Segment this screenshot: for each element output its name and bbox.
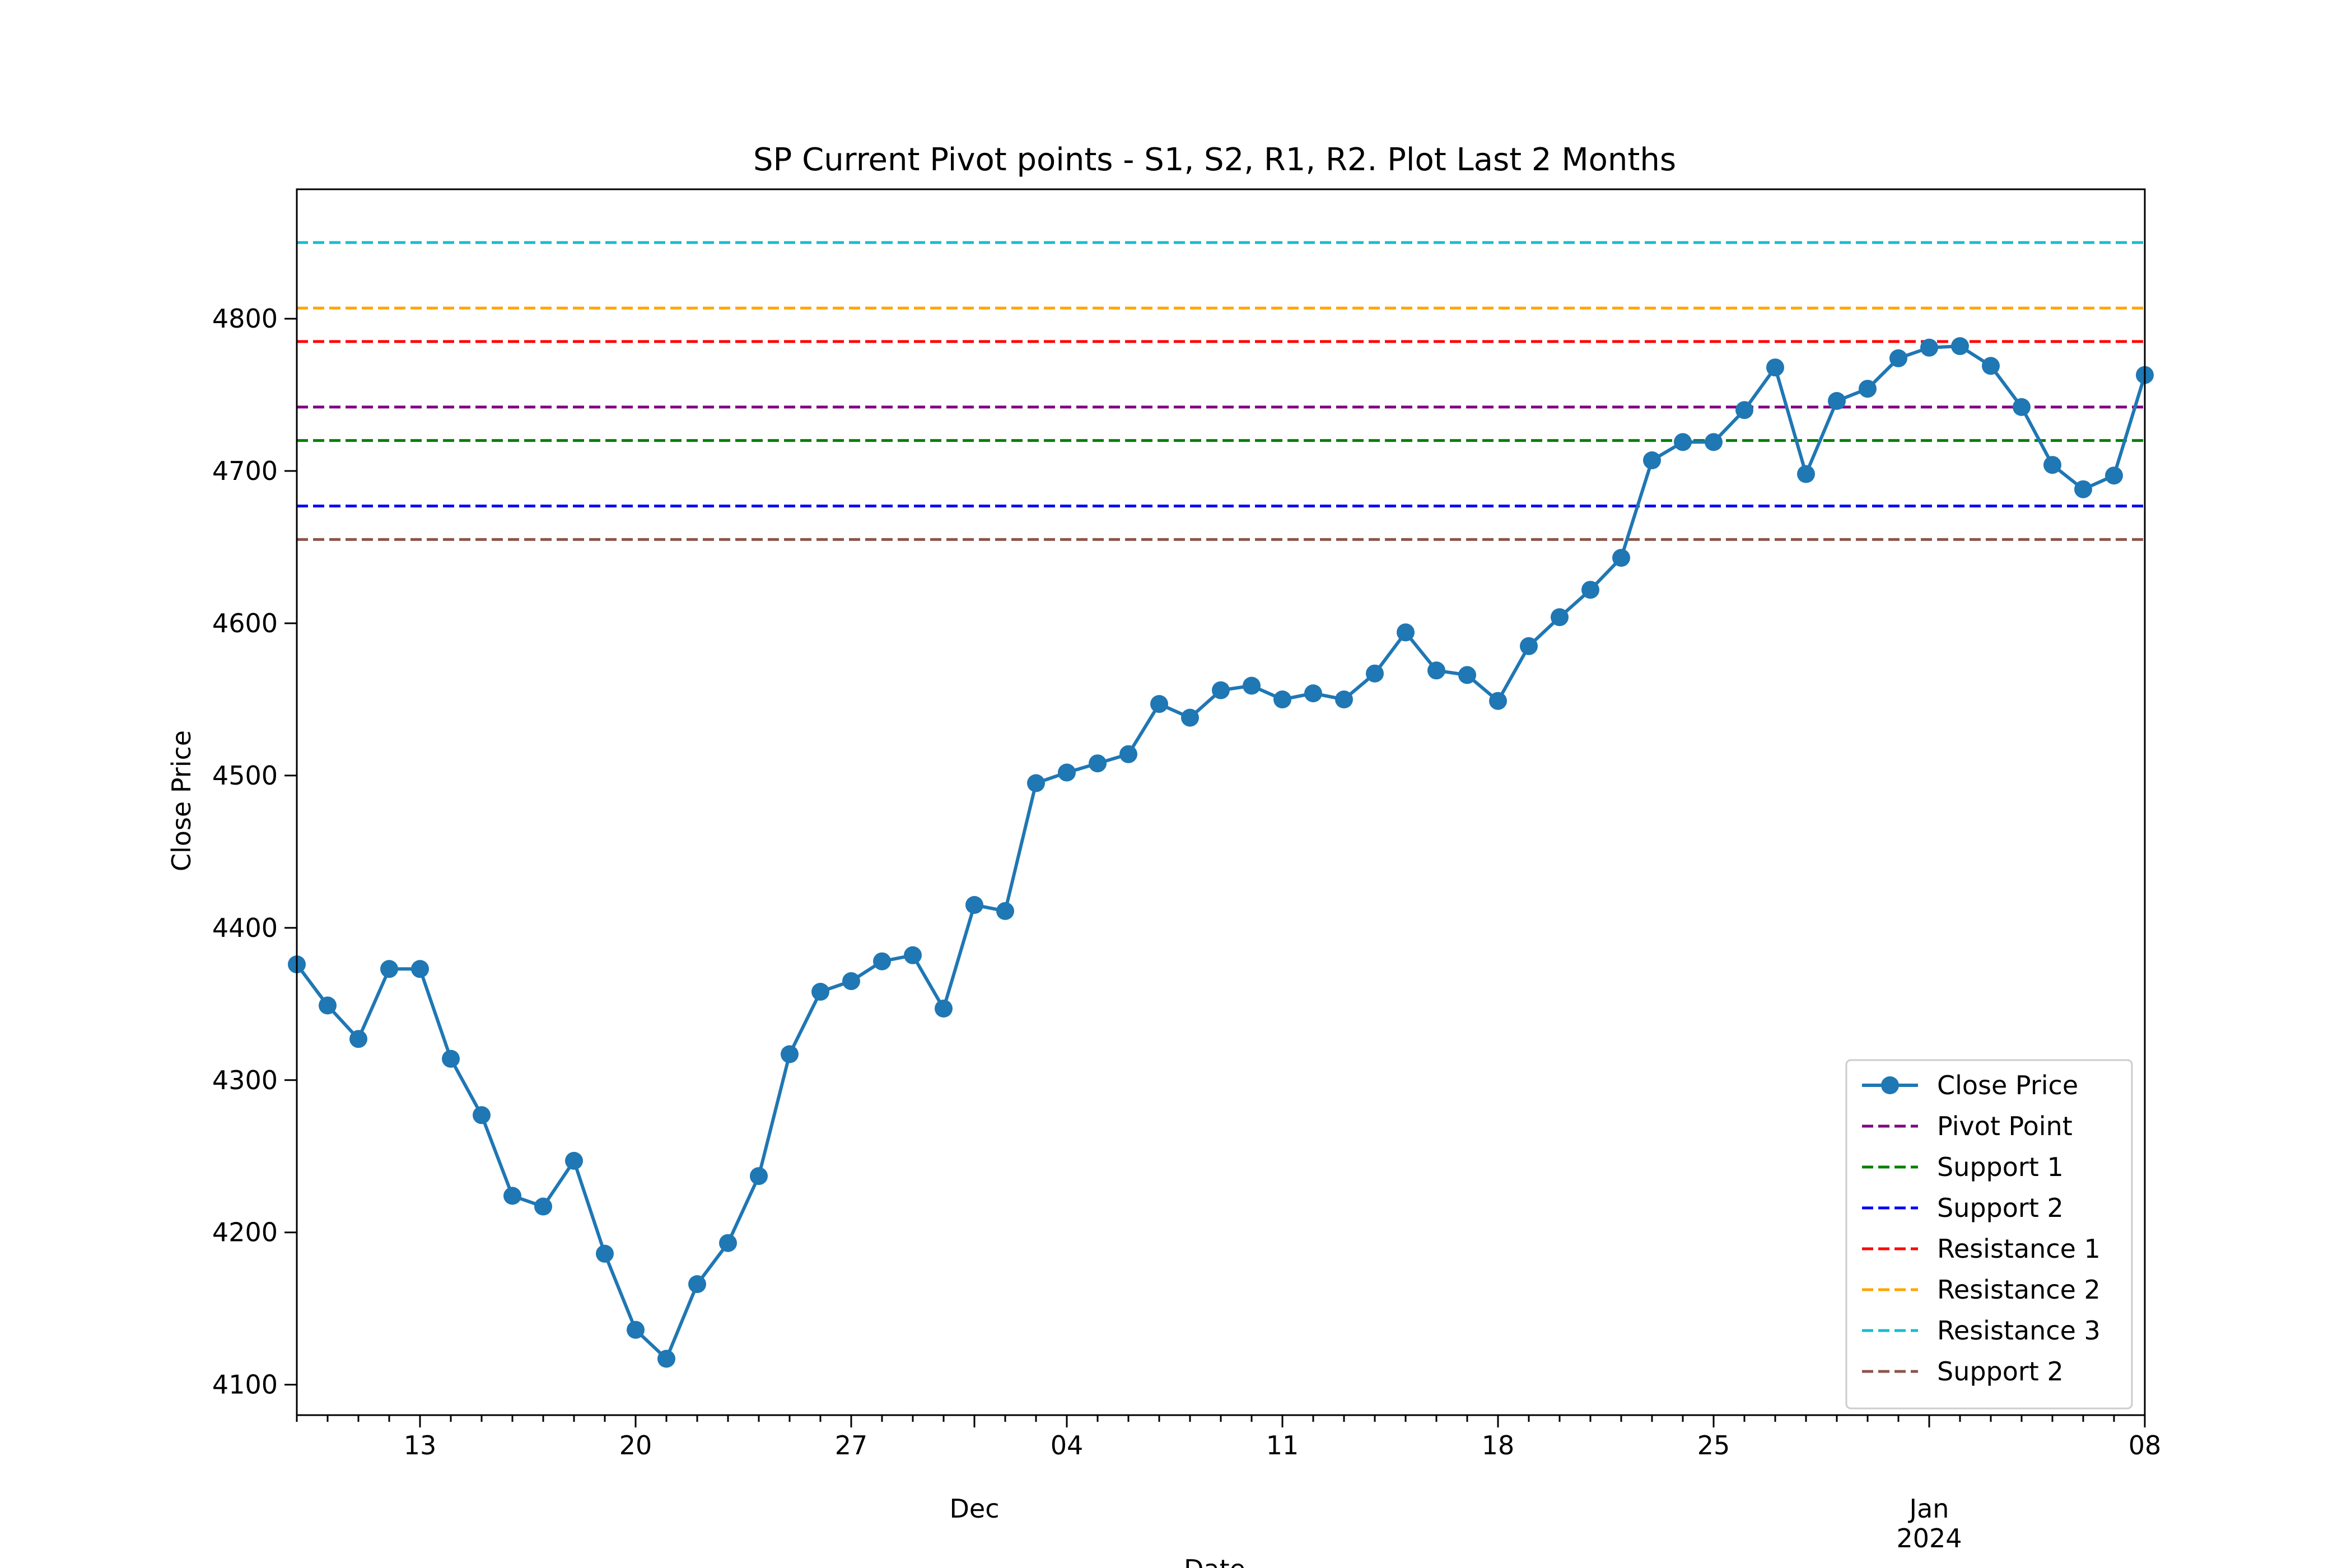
data-point — [1581, 581, 1599, 599]
data-point — [1489, 692, 1507, 710]
x-tick-label: 08 — [2129, 1430, 2162, 1460]
data-point — [904, 946, 922, 964]
y-tick-label: 4100 — [212, 1370, 278, 1400]
y-axis: 4100 4200 4300 4400 4500 4600 4700 4800 — [212, 304, 297, 1400]
data-point — [1119, 745, 1137, 763]
data-point — [1797, 465, 1815, 483]
data-point — [1705, 433, 1723, 451]
data-point — [1273, 690, 1291, 708]
legend-label: Support 2 — [1937, 1356, 2064, 1387]
series-layer — [288, 337, 2154, 1368]
data-point — [935, 1000, 953, 1018]
data-point — [657, 1350, 675, 1368]
legend-label: Resistance 3 — [1937, 1315, 2101, 1346]
data-point — [1458, 666, 1476, 684]
data-point — [1335, 690, 1353, 708]
x-month-label: Jan — [1908, 1494, 1949, 1524]
legend-label: Support 1 — [1937, 1152, 2064, 1182]
chart-title: SP Current Pivot points - S1, S2, R1, R2… — [753, 142, 1676, 178]
data-point — [1920, 338, 1938, 357]
legend-label: Pivot Point — [1937, 1111, 2073, 1141]
legend: Close Price Pivot Point Support 1 Support 2… — [1845, 1059, 2133, 1410]
data-point — [319, 996, 337, 1015]
data-point — [965, 896, 983, 914]
data-point — [1674, 433, 1692, 451]
y-tick-label: 4800 — [212, 304, 278, 334]
legend-box — [1845, 1059, 2133, 1410]
legend-swatch-marker — [1881, 1076, 1899, 1094]
data-point — [781, 1045, 799, 1063]
data-point — [719, 1234, 737, 1252]
data-point — [1366, 664, 1384, 683]
y-axis-label: Close Price — [166, 730, 197, 871]
data-point — [1889, 349, 1907, 367]
data-point — [1520, 637, 1538, 655]
x-tick-label: 18 — [1482, 1430, 1515, 1460]
data-point — [1243, 676, 1261, 695]
data-point — [1427, 661, 1445, 680]
x-year-label: 2024 — [1896, 1523, 1962, 1553]
legend-label: Close Price — [1937, 1070, 2078, 1100]
x-tick-label: 25 — [1697, 1430, 1730, 1460]
y-tick-label: 4700 — [212, 456, 278, 486]
data-point — [1612, 549, 1630, 567]
x-tick-label: 13 — [404, 1430, 437, 1460]
data-point — [1058, 763, 1076, 782]
data-point — [596, 1244, 614, 1263]
data-point — [2074, 480, 2092, 498]
data-point — [442, 1049, 460, 1068]
data-point — [534, 1197, 552, 1216]
y-tick-label: 4300 — [212, 1065, 278, 1095]
data-point — [1735, 401, 1753, 419]
legend-label: Resistance 1 — [1937, 1234, 2101, 1264]
data-point — [688, 1275, 706, 1294]
x-tick-label: 20 — [619, 1430, 652, 1460]
data-point — [2013, 398, 2031, 416]
data-point — [996, 902, 1014, 920]
data-point — [1643, 451, 1661, 469]
y-tick-label: 4500 — [212, 760, 278, 791]
data-point — [811, 983, 829, 1001]
x-tick-label: 11 — [1266, 1430, 1299, 1460]
data-point — [1181, 708, 1199, 727]
data-point — [411, 960, 429, 978]
data-point — [1089, 754, 1107, 773]
data-point — [1397, 623, 1415, 642]
data-point — [842, 972, 860, 990]
legend-label: Resistance 2 — [1937, 1275, 2101, 1305]
data-point — [750, 1167, 768, 1186]
data-point — [503, 1187, 521, 1205]
data-point — [627, 1320, 645, 1339]
data-point — [565, 1151, 583, 1170]
y-tick-label: 4600 — [212, 608, 278, 638]
data-point — [1982, 357, 2000, 375]
data-point — [2043, 456, 2061, 474]
y-tick-label: 4400 — [212, 913, 278, 943]
data-point — [1304, 684, 1322, 703]
data-point — [380, 960, 398, 978]
data-point — [1212, 681, 1230, 699]
data-point — [1828, 392, 1846, 410]
data-point — [1027, 774, 1045, 792]
data-point — [2105, 466, 2123, 485]
x-tick-label: 27 — [835, 1430, 868, 1460]
y-tick-label: 4200 — [212, 1217, 278, 1248]
data-point — [473, 1106, 491, 1124]
data-point — [1150, 695, 1168, 713]
data-point — [1951, 337, 1969, 356]
data-point — [873, 952, 891, 970]
legend-label: Support 2 — [1937, 1193, 2064, 1223]
data-point — [1859, 380, 1877, 398]
data-point — [1551, 608, 1569, 627]
x-month-label: Dec — [949, 1494, 999, 1524]
data-point — [1766, 358, 1784, 377]
x-axis-label: Date — [1184, 1554, 1245, 1568]
x-tick-label: 04 — [1051, 1430, 1084, 1460]
data-point — [349, 1030, 367, 1048]
